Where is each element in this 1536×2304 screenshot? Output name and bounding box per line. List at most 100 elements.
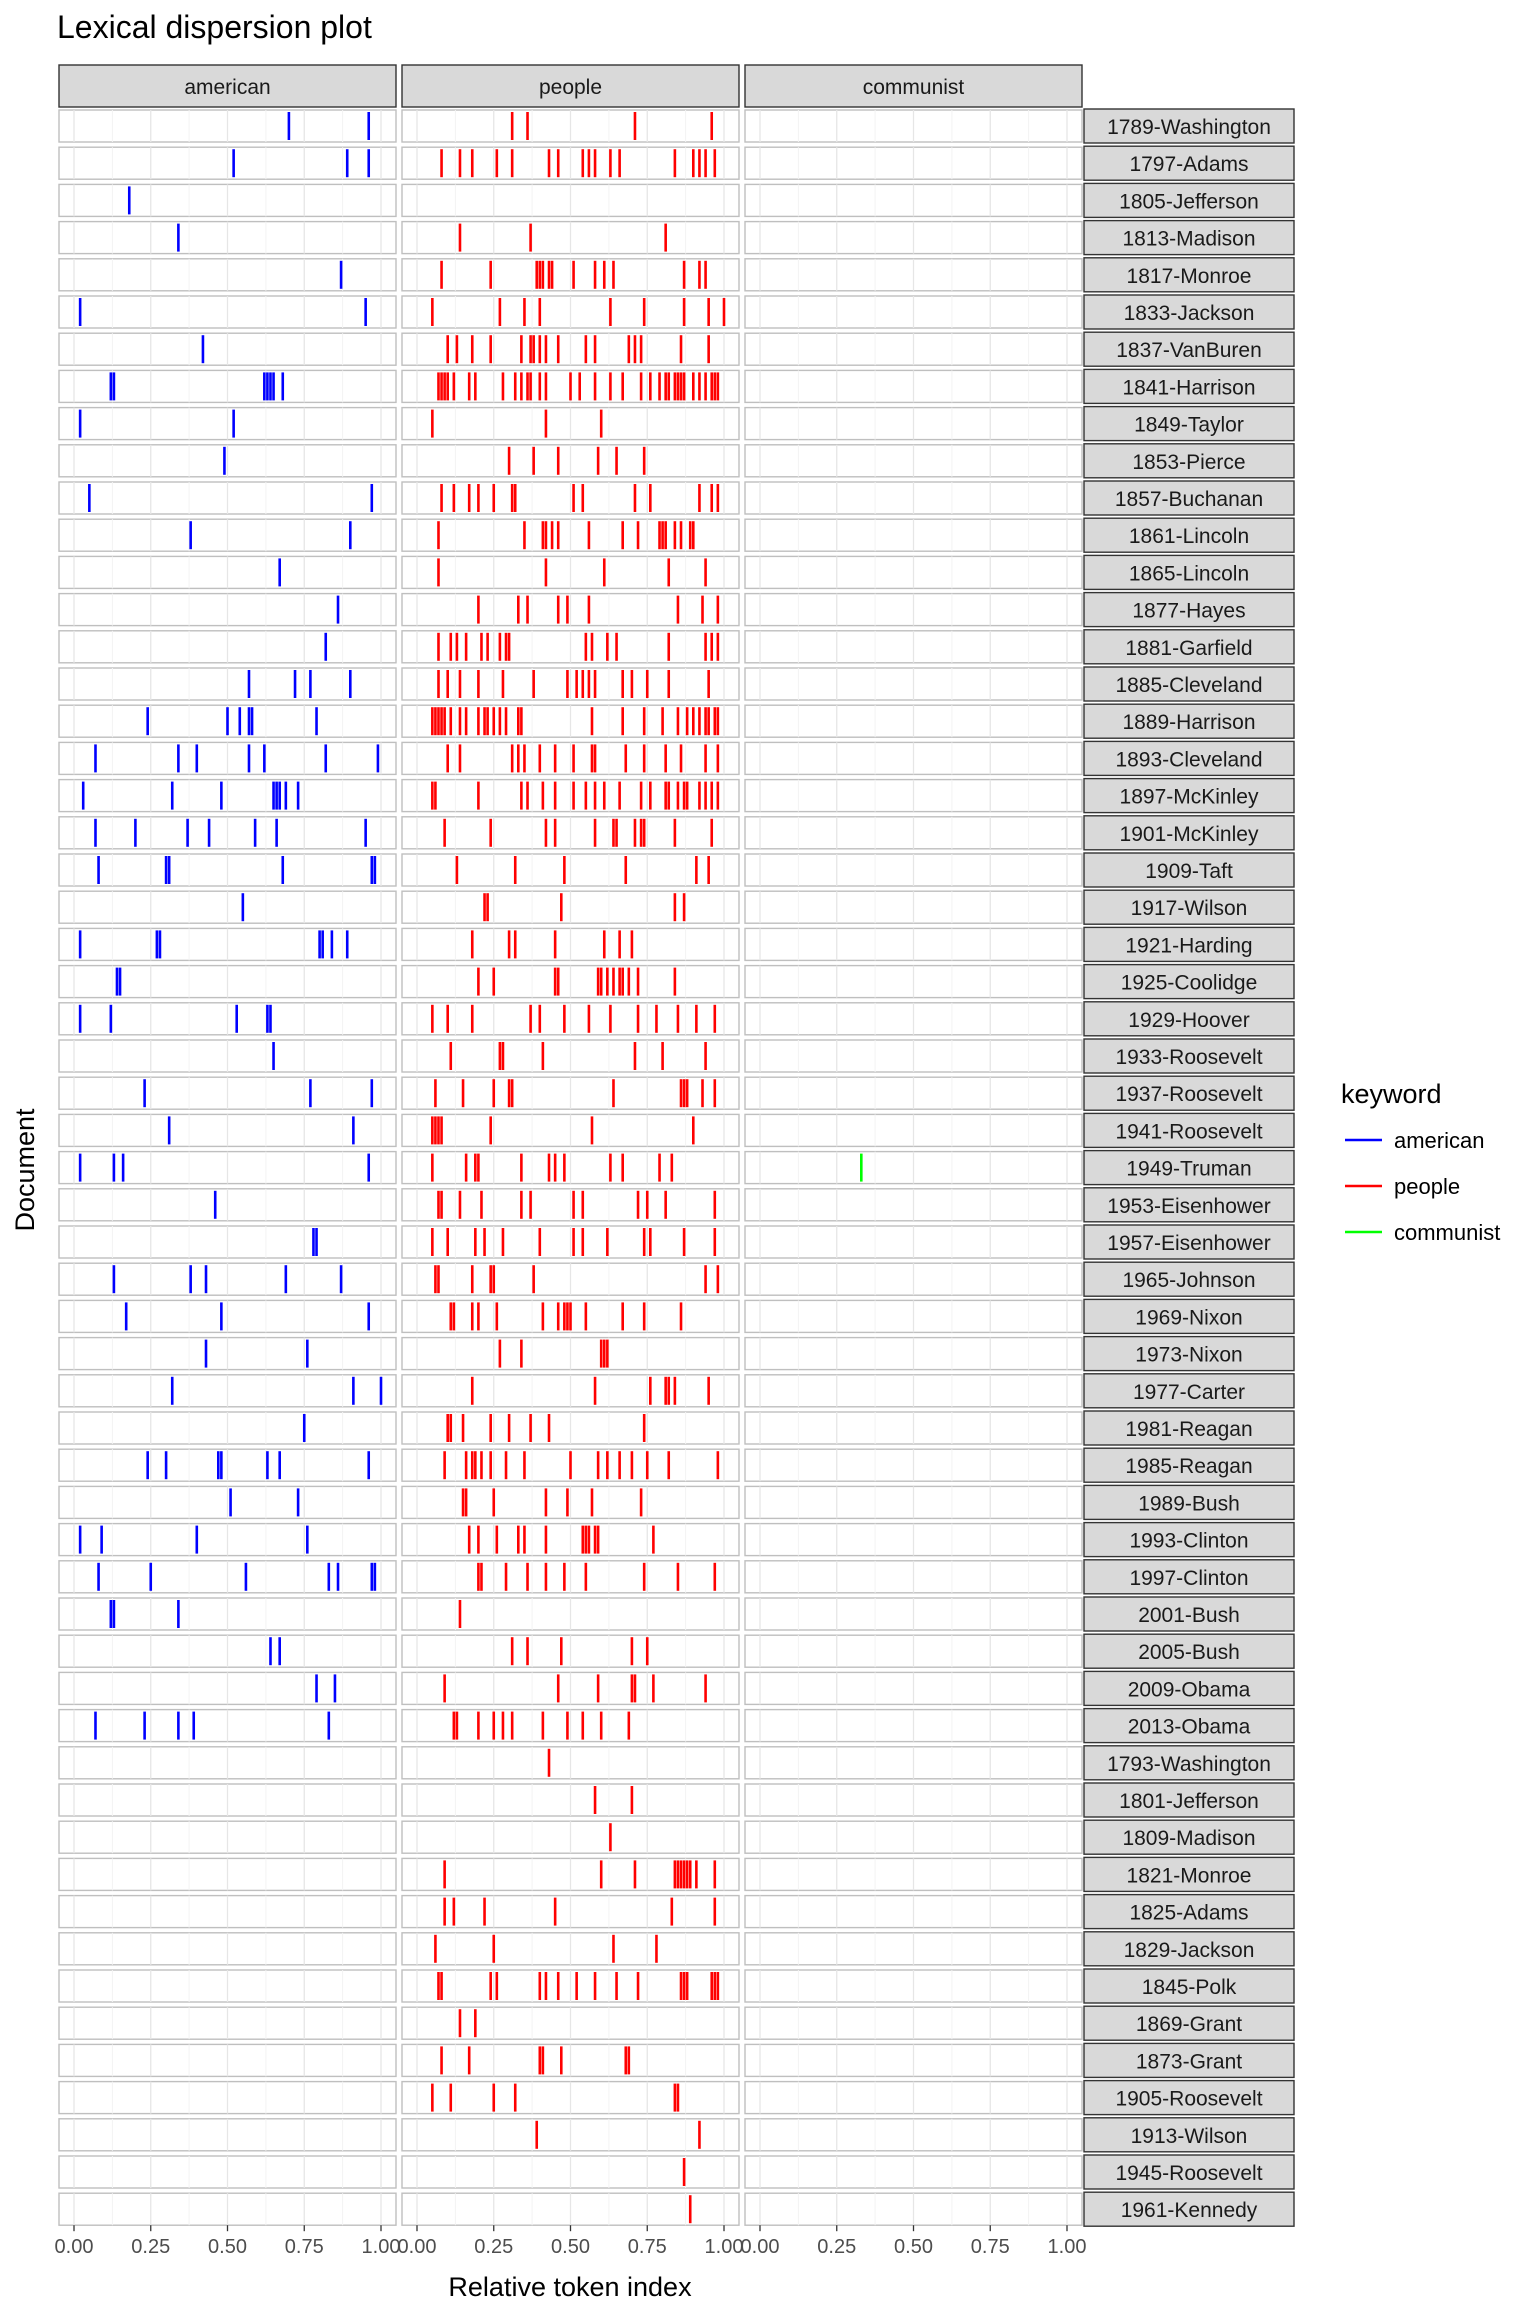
panel-cell xyxy=(58,1336,397,1371)
document-label: 1909-Taft xyxy=(1145,860,1233,883)
document-label: 1825-Adams xyxy=(1129,1902,1248,1925)
document-strip-bg xyxy=(1083,2117,1295,2153)
panel-cell xyxy=(744,1150,1083,1185)
panel-cell xyxy=(744,1894,1083,1929)
legend-label: american xyxy=(1394,1128,1484,1153)
document-strip: 1881-Garfield xyxy=(1083,629,1295,665)
panel-cell xyxy=(401,1634,740,1668)
document-strip-bg xyxy=(1083,1038,1295,1074)
marks-layer xyxy=(78,112,863,2224)
panel-cell xyxy=(58,1708,397,1743)
document-label: 1913-Wilson xyxy=(1131,2125,1248,2148)
document-label: 1981-Reagan xyxy=(1125,1418,1252,1441)
document-label: 1817-Monroe xyxy=(1127,265,1252,288)
x-tick-label: 1.00 xyxy=(705,2236,744,2258)
x-tick-label: 0.50 xyxy=(551,2236,590,2258)
document-label: 2013-Obama xyxy=(1128,1716,1251,1739)
document-strip-bg xyxy=(1083,666,1295,702)
document-label: 1793-Washington xyxy=(1107,1753,1271,1776)
x-tick-label: 0.75 xyxy=(628,2236,667,2258)
document-label: 1905-Roosevelt xyxy=(1115,2088,1262,2111)
document-label: 1917-Wilson xyxy=(1131,897,1248,920)
document-strip-bg xyxy=(1083,1707,1295,1744)
panel-cell xyxy=(744,741,1083,776)
panel-cell xyxy=(401,1188,740,1222)
y-axis-title: Document xyxy=(10,1108,40,1232)
panel-cell xyxy=(744,1485,1083,1520)
panel-cell xyxy=(58,1076,397,1110)
document-strip-bg xyxy=(1083,963,1295,1000)
x-tick-label: 0.50 xyxy=(894,2236,933,2258)
x-tick-label: 1.00 xyxy=(1048,2236,1087,2258)
panel-cell xyxy=(744,220,1083,255)
document-label: 1945-Roosevelt xyxy=(1115,2162,1262,2185)
panel-cell xyxy=(744,1783,1083,1817)
panel-cell xyxy=(401,853,740,887)
panel-cell xyxy=(744,1336,1083,1371)
document-strip-bg xyxy=(1083,1559,1295,1595)
panel-cell xyxy=(58,890,397,924)
panel-cell xyxy=(744,592,1083,627)
panel-cell xyxy=(401,481,740,515)
document-label: 1941-Roosevelt xyxy=(1115,1120,1262,1143)
document-label: 1877-Hayes xyxy=(1132,600,1245,623)
panel-strip-american: american xyxy=(58,64,397,108)
document-label: 1861-Lincoln xyxy=(1129,525,1249,548)
panel-cell xyxy=(744,518,1083,552)
panel-cell xyxy=(58,444,397,478)
panel-cell xyxy=(744,332,1083,366)
panel-cell xyxy=(401,146,740,180)
document-strip-bg xyxy=(1083,1670,1295,1707)
panel-cell xyxy=(744,816,1083,850)
document-label: 1865-Lincoln xyxy=(1129,562,1249,585)
panel-cell xyxy=(401,741,740,776)
panel-cell xyxy=(58,927,397,962)
document-label: 1873-Grant xyxy=(1136,2050,1242,2073)
panel-cell xyxy=(58,2118,397,2152)
document-strip-bg xyxy=(1083,1931,1295,1967)
panel-strip-label: people xyxy=(539,76,602,99)
legend-item-people: people xyxy=(1345,1174,1460,1199)
document-strip-bg xyxy=(1083,1298,1295,1335)
document-strip-bg xyxy=(1083,1633,1295,1669)
panel-cell xyxy=(58,1448,397,1482)
panel-cell xyxy=(401,1039,740,1073)
panel-cell xyxy=(401,2192,740,2226)
panel-cell xyxy=(401,1262,740,1296)
panel-cell xyxy=(58,1411,397,1445)
document-label: 1961-Kennedy xyxy=(1121,2199,1258,2222)
panel-cell xyxy=(58,481,397,515)
panel-cell xyxy=(744,1857,1083,1892)
document-strip: 1897-McKinley xyxy=(1083,777,1295,814)
panel-strip-bg xyxy=(401,64,740,108)
document-strip: 1997-Clinton xyxy=(1083,1559,1295,1595)
panel-cell xyxy=(58,1634,397,1668)
panel-strip-bg xyxy=(58,64,397,108)
panel-cell xyxy=(744,109,1083,143)
document-strip: 1813-Madison xyxy=(1083,219,1295,256)
panel-cell xyxy=(58,1299,397,1334)
panel-cell xyxy=(401,295,740,329)
panel-cell xyxy=(58,1820,397,1854)
document-strip-bg xyxy=(1083,629,1295,665)
document-strip: 1913-Wilson xyxy=(1083,2117,1295,2153)
panel-cell xyxy=(744,1560,1083,1594)
document-label: 1969-Nixon xyxy=(1135,1306,1242,1329)
document-strip-bg xyxy=(1083,740,1295,777)
panel-cell xyxy=(744,2192,1083,2226)
document-label: 1921-Harding xyxy=(1125,934,1252,957)
strips-layer: american people communist 1789-Washington 17… xyxy=(58,64,1295,2227)
panel-cell xyxy=(58,1857,397,1892)
panel-cell xyxy=(744,1820,1083,1854)
document-strip-bg xyxy=(1083,145,1295,181)
panel-cell xyxy=(744,1411,1083,1445)
panel-cell xyxy=(744,481,1083,515)
panel-cell xyxy=(401,630,740,664)
document-strip-bg xyxy=(1083,1745,1295,1781)
document-strip: 1981-Reagan xyxy=(1083,1410,1295,1446)
panel-cell xyxy=(744,183,1083,218)
document-strip: 1985-Reagan xyxy=(1083,1447,1295,1483)
panel-cell xyxy=(401,518,740,552)
document-label: 1881-Garfield xyxy=(1125,637,1252,660)
document-label: 1973-Nixon xyxy=(1135,1344,1242,1367)
